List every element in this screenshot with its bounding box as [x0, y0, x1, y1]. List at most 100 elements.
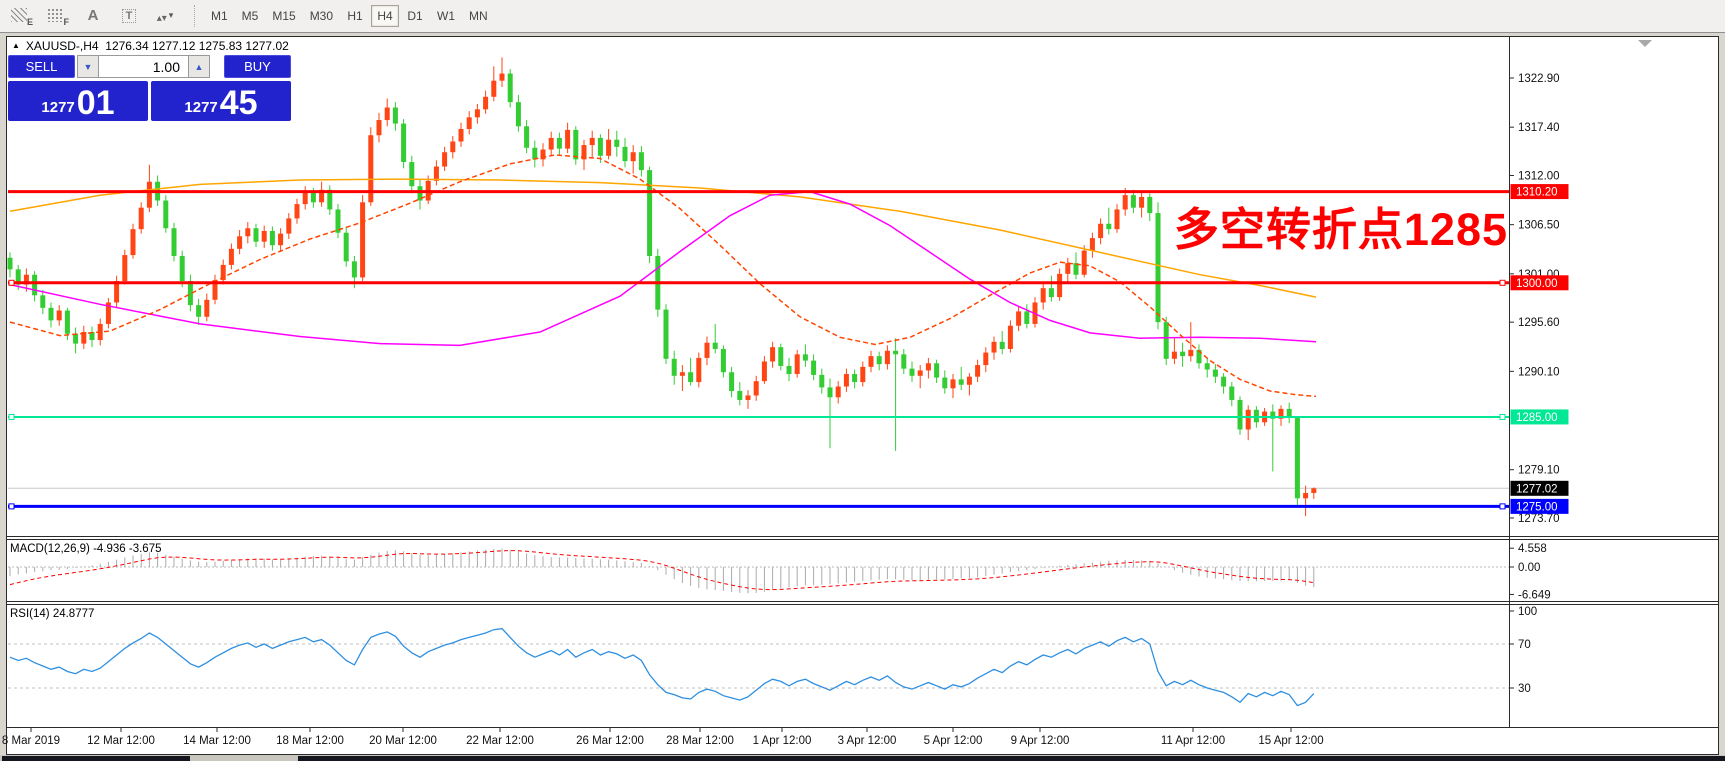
candle: [909, 361, 915, 383]
candle: [1171, 337, 1177, 365]
timeframe-h4-button[interactable]: H4: [371, 5, 400, 27]
sort-arrows-icon[interactable]: ▴▾ ▾: [150, 4, 180, 28]
candle: [950, 374, 956, 399]
volume-input[interactable]: [99, 55, 188, 78]
text-a-icon[interactable]: A: [78, 4, 108, 28]
candle: [179, 250, 185, 288]
volume-up-button[interactable]: ▲: [188, 55, 210, 78]
price-scale[interactable]: 1322.901317.401312.001306.501301.001295.…: [1510, 73, 1569, 525]
collapse-trade-panel-icon[interactable]: ▲: [12, 41, 20, 50]
candle: [704, 336, 710, 366]
candle-body: [589, 137, 595, 146]
candle-body: [868, 356, 874, 367]
candle: [442, 146, 448, 172]
sell-price-box[interactable]: 1277 01: [8, 81, 148, 121]
icon-glyph: E: [26, 17, 33, 27]
candle: [1073, 252, 1079, 280]
candle-body: [171, 228, 177, 256]
candle: [458, 122, 464, 147]
candle: [606, 128, 612, 160]
candle-body: [1294, 417, 1300, 499]
candle-body: [114, 281, 120, 303]
buy-button[interactable]: BUY: [224, 55, 291, 78]
hline-handle[interactable]: [8, 503, 15, 510]
candle-body: [1007, 325, 1013, 349]
candle: [1024, 304, 1030, 329]
dot-grid-f-icon[interactable]: F: [42, 4, 72, 28]
timeframe-m5-button[interactable]: M5: [236, 5, 265, 27]
candle: [319, 181, 325, 207]
timeframe-mn-button[interactable]: MN: [463, 5, 494, 27]
timeframe-m30-button[interactable]: M30: [304, 5, 339, 27]
crosshatch-e-icon[interactable]: E: [6, 4, 36, 28]
candle-body: [1188, 349, 1194, 357]
hline-handle[interactable]: [1499, 279, 1506, 286]
candle-body: [261, 230, 267, 242]
candle-body: [81, 331, 87, 344]
candle: [868, 350, 874, 373]
candle: [1229, 382, 1235, 407]
candle-body: [23, 274, 29, 285]
candle: [1147, 193, 1153, 222]
candle-body: [499, 73, 505, 81]
hline-handle[interactable]: [1499, 503, 1506, 510]
candle: [983, 347, 989, 373]
timeframe-m15-button[interactable]: M15: [266, 5, 301, 27]
candle: [729, 366, 735, 398]
chart-shift-icon[interactable]: [1638, 40, 1652, 47]
candle: [1057, 268, 1063, 301]
candle: [237, 230, 243, 255]
time-axis[interactable]: 8 Mar 2019 12 Mar 12:00 14 Mar 12:00 18 Mar…: [2, 728, 1324, 747]
candle: [48, 302, 54, 328]
candle: [73, 327, 79, 354]
ma-fast-redline: [9, 154, 1317, 398]
candle-body: [1048, 288, 1054, 298]
hline-handle[interactable]: [8, 413, 15, 420]
candle: [884, 345, 890, 370]
candle-body: [73, 333, 79, 344]
timeframe-h1-button[interactable]: H1: [341, 5, 369, 27]
candle: [991, 336, 997, 360]
candle: [671, 350, 677, 385]
chart-text-annotation[interactable]: 多空转折点1285: [1173, 204, 1508, 255]
candle-body: [975, 365, 981, 377]
chart-canvas[interactable]: 1322.901317.401312.001306.501301.001295.…: [0, 33, 1725, 761]
time-label: 15 Apr 12:00: [1258, 735, 1323, 747]
candle: [89, 326, 95, 348]
textbox-t-icon[interactable]: T: [114, 4, 144, 28]
hline-handle[interactable]: [8, 279, 15, 286]
timeframe-d1-button[interactable]: D1: [401, 5, 429, 27]
rsi-tick-label: 70: [1518, 639, 1531, 651]
candle: [7, 252, 13, 278]
candle-body: [401, 123, 407, 163]
candle-body: [253, 228, 259, 242]
main-chart-pane[interactable]: [7, 57, 1510, 517]
sell-button[interactable]: SELL: [8, 55, 75, 78]
candle: [212, 274, 218, 305]
candle: [876, 351, 882, 371]
candle-body: [860, 366, 866, 383]
candle: [1048, 275, 1054, 302]
icon-glyph: A: [87, 7, 99, 24]
candle: [614, 130, 620, 157]
arrows-glyph: ▴▾: [156, 13, 167, 24]
candle-body: [417, 186, 423, 201]
candle-body: [786, 365, 792, 375]
candle-body: [286, 218, 292, 234]
candle-body: [40, 295, 46, 308]
candle: [589, 130, 595, 159]
candle-body: [409, 162, 415, 187]
candle: [286, 213, 292, 239]
candle-body: [770, 347, 776, 362]
candle-body: [179, 255, 185, 282]
candle: [1237, 396, 1243, 435]
time-label: 22 Mar 12:00: [466, 735, 534, 747]
buy-price-box[interactable]: 1277 45: [151, 81, 291, 121]
candle-body: [688, 372, 694, 383]
volume-down-button[interactable]: ▼: [77, 55, 99, 78]
hline-handle[interactable]: [1499, 413, 1506, 420]
candle-body: [819, 374, 825, 388]
timeframe-w1-button[interactable]: W1: [431, 5, 461, 27]
timeframe-m1-button[interactable]: M1: [205, 5, 234, 27]
bottom-strip-segment: [298, 756, 1725, 761]
